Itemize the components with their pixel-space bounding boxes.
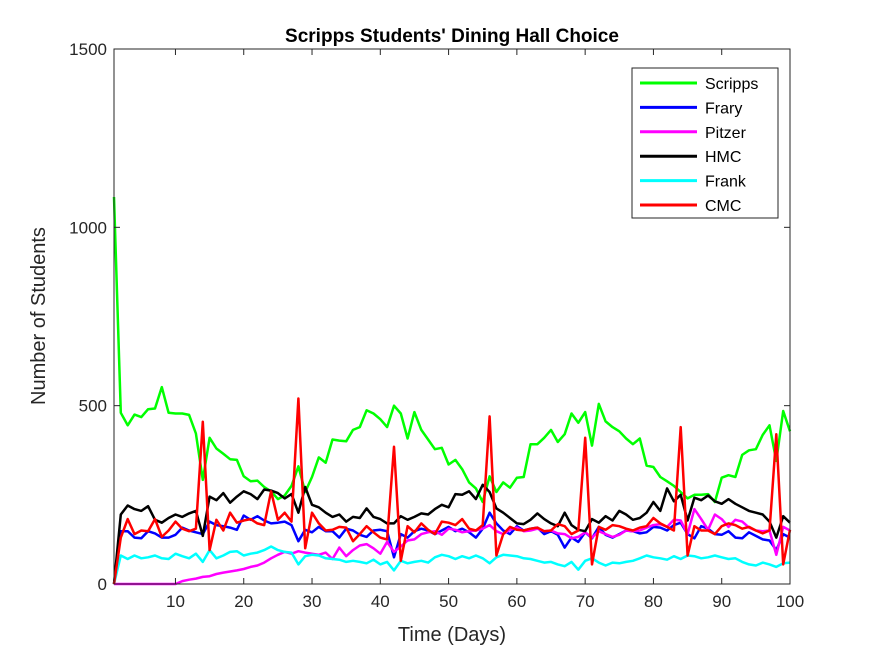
legend-label-pitzer: Pitzer [705,125,747,142]
legend: Scripps Frary Pitzer HMC Frank CMC [631,67,779,219]
series-line-hmc [112,483,791,585]
y-tick-label: 0 [98,575,107,594]
x-tick-label: 80 [644,592,663,611]
x-tick-label: 40 [371,592,390,611]
series-line-frank [112,545,791,585]
x-tick-label: 20 [234,592,253,611]
legend-label-frary: Frary [705,100,742,117]
y-tick-label: 1000 [69,218,107,237]
y-tick-label: 1500 [69,40,107,59]
series-layer [112,196,792,586]
y-tick-label: 500 [79,397,107,416]
x-tick-label: 100 [776,592,804,611]
y-axis-title: Number of Students [28,227,50,405]
x-axis-title: Time (Days) [398,624,506,646]
legend-label-scripps: Scripps [705,76,758,93]
x-tick-label: 30 [303,592,322,611]
chart-title: Scripps Students' Dining Hall Choice [285,26,619,47]
plot-frame [113,48,791,585]
x-tick-label: 90 [712,592,731,611]
series-line-cmc [112,397,792,585]
x-tick-label: 50 [439,592,458,611]
x-tick-label: 70 [576,592,595,611]
legend-label-hmc: HMC [705,149,741,166]
series-line-pitzer [114,507,791,586]
x-tick-label: 10 [166,592,185,611]
legend-label-frank: Frank [705,174,747,191]
x-tick-label: 60 [507,592,526,611]
legend-label-cmc: CMC [705,198,741,215]
legend-box [631,67,779,219]
